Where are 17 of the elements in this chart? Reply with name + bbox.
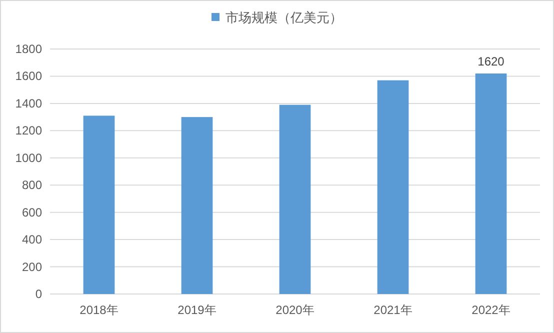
xtick: 2021年: [374, 303, 412, 317]
xtick: 2019年: [178, 303, 216, 317]
xtick: 2018年: [80, 303, 118, 317]
ytick: 1400: [15, 96, 42, 110]
ytick: 1200: [15, 124, 42, 138]
data-label: 1620: [478, 54, 504, 68]
ytick: 600: [22, 205, 42, 220]
legend: 市场规模（亿美元）: [226, 10, 342, 25]
xtick: 2020年: [276, 303, 314, 317]
xtick: 2022年: [472, 303, 510, 317]
ytick: 800: [22, 178, 42, 192]
ytick: 1000: [15, 150, 42, 165]
ytick: 200: [22, 260, 42, 274]
ytick: 400: [22, 232, 42, 247]
ytick: 1800: [15, 42, 42, 56]
ytick: 0: [35, 287, 42, 301]
ytick: 1600: [15, 69, 42, 84]
